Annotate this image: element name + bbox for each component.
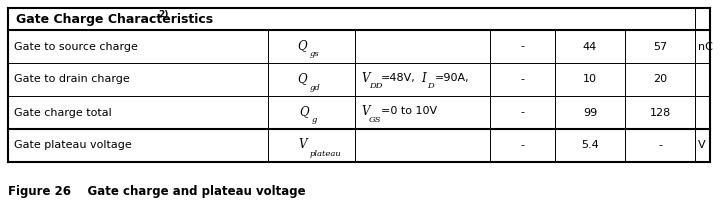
Text: Gate charge total: Gate charge total <box>14 107 112 118</box>
Text: Q: Q <box>299 105 308 118</box>
Text: =48V,: =48V, <box>381 74 416 83</box>
Text: Gate to drain charge: Gate to drain charge <box>14 75 129 84</box>
Text: gd: gd <box>310 83 321 92</box>
Text: 128: 128 <box>649 107 670 118</box>
Text: V: V <box>298 138 307 151</box>
Text: 10: 10 <box>583 75 597 84</box>
Text: plateau: plateau <box>310 149 341 158</box>
Text: DD: DD <box>369 82 382 90</box>
Text: I: I <box>421 72 425 85</box>
Text: 20: 20 <box>653 75 667 84</box>
Text: -: - <box>521 107 524 118</box>
Text: V: V <box>361 105 369 118</box>
Text: -: - <box>521 75 524 84</box>
Text: -: - <box>521 41 524 52</box>
Text: g: g <box>311 117 317 124</box>
Text: V: V <box>698 141 706 150</box>
Text: =0 to 10V: =0 to 10V <box>381 106 437 117</box>
Text: 2): 2) <box>158 9 169 19</box>
Text: 57: 57 <box>653 41 667 52</box>
Text: -: - <box>521 141 524 150</box>
Text: Q: Q <box>297 39 307 52</box>
Text: Figure 26    Gate charge and plateau voltage: Figure 26 Gate charge and plateau voltag… <box>8 185 305 198</box>
Text: -: - <box>658 141 662 150</box>
Text: Gate Charge Characteristics: Gate Charge Characteristics <box>16 13 213 25</box>
Text: Q: Q <box>297 72 307 85</box>
Text: GS: GS <box>369 116 382 123</box>
Text: 44: 44 <box>583 41 597 52</box>
Text: Gate to source charge: Gate to source charge <box>14 41 138 52</box>
Text: D: D <box>427 82 434 90</box>
Text: Gate plateau voltage: Gate plateau voltage <box>14 141 132 150</box>
Text: gs: gs <box>310 50 319 59</box>
Text: V: V <box>361 72 369 85</box>
Text: 5.4: 5.4 <box>581 141 599 150</box>
Text: nC: nC <box>698 41 713 52</box>
Text: 99: 99 <box>583 107 597 118</box>
Text: =90A,: =90A, <box>435 74 470 83</box>
